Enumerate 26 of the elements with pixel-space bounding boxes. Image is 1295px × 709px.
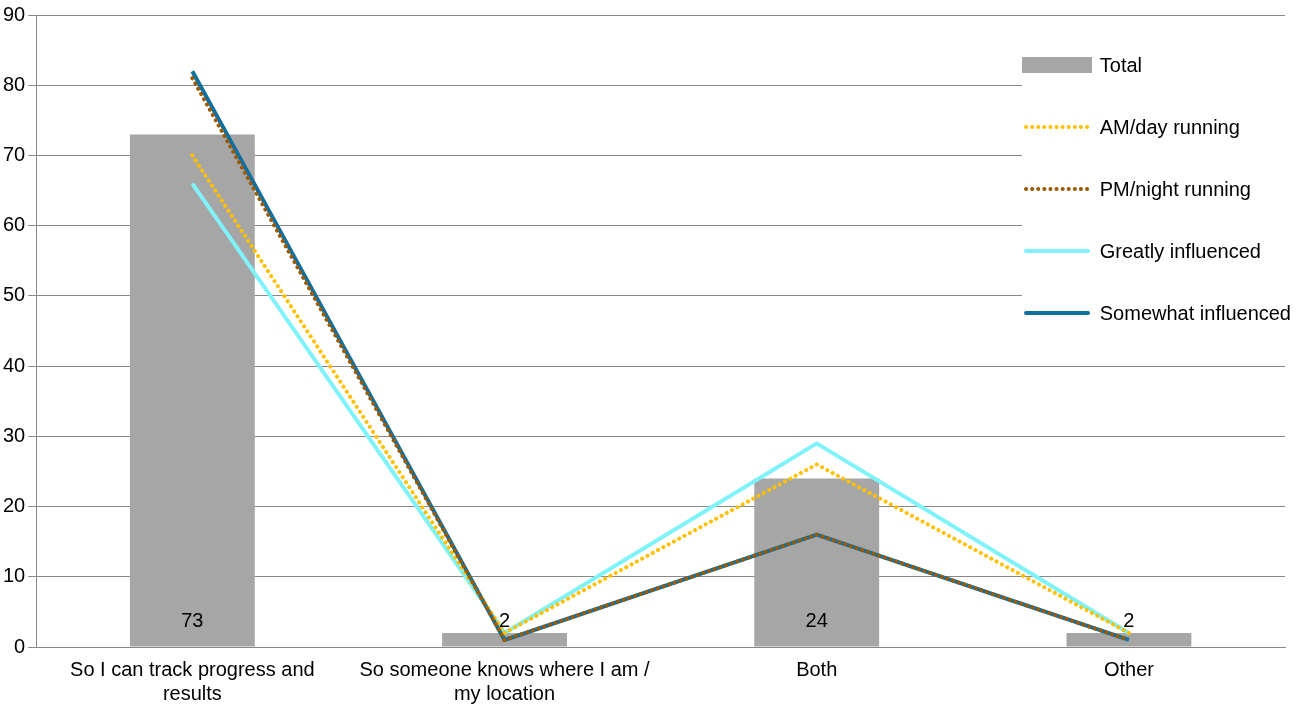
y-tick-label: 90 [3, 2, 26, 25]
y-tick-label: 80 [3, 72, 26, 95]
data-label: 24 [805, 608, 828, 631]
x-tick-label: So someone knows where I am / my location [359, 657, 651, 704]
legend-label: Greatly influenced [1099, 239, 1261, 263]
bar [754, 478, 880, 647]
x-tick-label: Other [1103, 657, 1155, 680]
data-label: 2 [1123, 608, 1135, 631]
x-tick-label: Both [796, 657, 838, 680]
y-tick-label: 60 [3, 213, 26, 236]
y-tick-label: 10 [3, 564, 26, 587]
y-tick-label: 50 [3, 283, 26, 306]
data-label: 73 [181, 608, 204, 631]
y-tick-label: 30 [3, 423, 26, 446]
legend-label: PM/night running [1099, 177, 1251, 201]
y-tick-label: 70 [3, 142, 26, 165]
bar [1066, 632, 1192, 647]
legend-label: Total [1099, 53, 1143, 77]
y-tick-label: 40 [3, 353, 26, 376]
x-tick-label: So I can track progress and results [70, 657, 315, 704]
data-label: 2 [498, 608, 511, 631]
y-tick-label: 20 [3, 494, 26, 517]
y-tick-label: 0 [14, 634, 26, 657]
legend-label: AM/day running [1099, 115, 1240, 139]
bar [442, 632, 567, 647]
legend-label: Somewhat influenced [1099, 301, 1291, 325]
